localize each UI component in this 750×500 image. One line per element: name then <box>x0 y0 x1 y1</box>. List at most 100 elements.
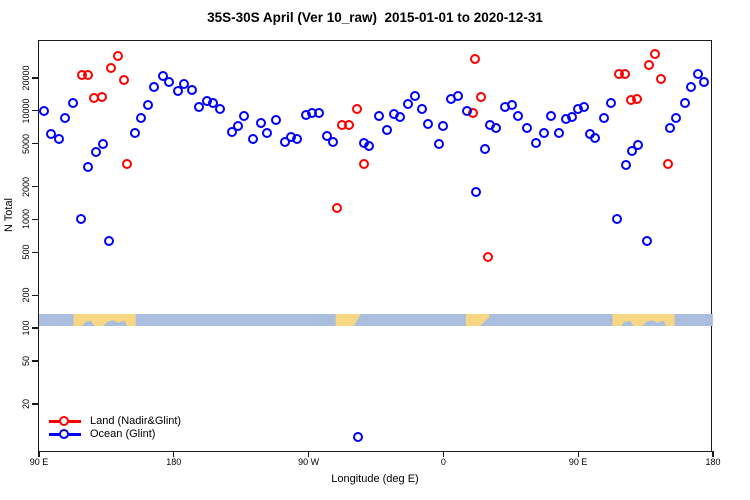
x-axis-tick-label: 0 <box>440 457 446 467</box>
data-point-ocean <box>239 110 250 121</box>
data-point-ocean <box>38 106 49 117</box>
data-point-ocean <box>531 138 542 148</box>
y-axis-tick <box>32 142 38 145</box>
data-point-ocean <box>75 214 86 225</box>
data-point-ocean <box>381 125 392 136</box>
data-point-ocean <box>291 134 302 144</box>
data-point-land <box>96 91 107 102</box>
data-point-ocean <box>546 110 557 121</box>
legend-marker <box>49 415 81 428</box>
data-point-land <box>351 104 362 115</box>
data-point-ocean <box>90 146 101 157</box>
data-point-ocean <box>462 106 473 117</box>
data-point-ocean <box>270 115 281 126</box>
data-point-ocean <box>194 102 205 113</box>
legend-circle-icon <box>59 429 69 439</box>
y-axis-tick-label: 20000 <box>21 65 31 91</box>
data-point-ocean <box>699 76 709 87</box>
data-point-ocean <box>664 123 675 134</box>
x-axis-tick <box>307 451 310 457</box>
latitude-map-band <box>39 314 713 327</box>
data-point-ocean <box>363 140 374 151</box>
y-axis-tick-label: 20 <box>21 399 31 410</box>
data-point-ocean <box>129 127 140 138</box>
data-point-land <box>113 50 124 61</box>
map-band-ocean <box>39 314 713 327</box>
data-point-ocean <box>471 186 482 197</box>
data-point-ocean <box>480 144 491 154</box>
data-point-ocean <box>215 103 226 114</box>
data-point-ocean <box>395 111 405 122</box>
data-point-land <box>649 48 660 59</box>
data-point-ocean <box>68 97 79 108</box>
data-point-ocean <box>679 97 690 108</box>
data-point-land <box>663 158 674 169</box>
data-point-ocean <box>567 111 578 122</box>
x-axis-tick-label: 180 <box>705 457 721 467</box>
data-point-ocean <box>606 97 617 108</box>
map-band-land-south-america <box>335 314 362 327</box>
data-point-ocean <box>490 123 501 134</box>
y-axis-tick <box>32 251 38 253</box>
data-point-ocean <box>321 131 332 142</box>
y-axis-title: N Total <box>3 197 15 233</box>
data-point-land <box>332 202 343 213</box>
data-point-ocean <box>433 138 444 149</box>
y-axis-tick-label: 200 <box>21 287 31 303</box>
data-point-ocean <box>374 110 384 121</box>
data-point-ocean <box>104 235 115 246</box>
data-point-ocean <box>633 139 644 150</box>
map-band-land-south-africa <box>465 314 490 327</box>
data-point-ocean <box>353 431 363 442</box>
data-point-ocean <box>314 108 325 119</box>
plot-area: 90 E 180 90 W 0 90 E 180 20 50 100 200 500 1000 2000… <box>21 40 721 467</box>
data-point-ocean <box>135 112 146 123</box>
data-point-ocean <box>233 121 244 132</box>
data-point-land <box>483 251 494 262</box>
data-point-ocean <box>693 69 703 80</box>
data-point-land <box>475 91 486 102</box>
data-point-ocean <box>453 90 464 101</box>
data-point-ocean <box>59 112 70 123</box>
y-axis-tick <box>32 186 38 188</box>
data-point-ocean <box>621 160 632 171</box>
legend-label: Land (Nadir&Glint) <box>90 415 182 427</box>
data-point-ocean <box>438 121 449 132</box>
data-point-ocean <box>207 97 218 108</box>
data-point-ocean <box>598 112 609 123</box>
y-axis-tick <box>32 327 38 329</box>
legend-circle-icon <box>59 416 69 426</box>
y-axis-tick <box>32 294 38 297</box>
y-axis-tick <box>32 360 38 362</box>
x-axis-tick-label: 90 W <box>298 457 320 467</box>
data-point-ocean <box>173 85 184 96</box>
x-axis-tick <box>38 451 40 457</box>
y-axis-tick-label: 2000 <box>21 176 31 197</box>
data-point-ocean <box>179 79 190 89</box>
data-point-ocean <box>158 70 169 81</box>
map-band-land-australia-wrap <box>612 314 675 327</box>
legend-label: Ocean (Glint) <box>90 428 156 440</box>
data-point-ocean <box>83 161 94 172</box>
data-point-land <box>122 158 133 169</box>
data-point-ocean <box>261 127 272 138</box>
x-axis-tick <box>442 451 445 457</box>
data-point-ocean <box>186 85 197 95</box>
data-point-ocean <box>522 123 533 134</box>
data-point-ocean <box>143 100 154 110</box>
data-point-ocean <box>248 134 259 144</box>
data-point-ocean <box>589 133 600 144</box>
x-axis-tick <box>577 451 579 457</box>
map-band-land-australia <box>73 314 136 327</box>
data-point-ocean <box>402 99 413 110</box>
y-axis-tick <box>32 218 38 221</box>
legend-marker <box>49 428 81 441</box>
y-axis-tick <box>32 110 38 112</box>
data-point-ocean <box>612 214 623 225</box>
x-axis-tick-label: 180 <box>166 457 182 467</box>
data-point-ocean <box>327 137 338 148</box>
data-point-land <box>359 158 369 169</box>
data-point-ocean <box>685 81 696 92</box>
data-point-land <box>105 62 116 73</box>
data-point-ocean <box>538 127 549 138</box>
